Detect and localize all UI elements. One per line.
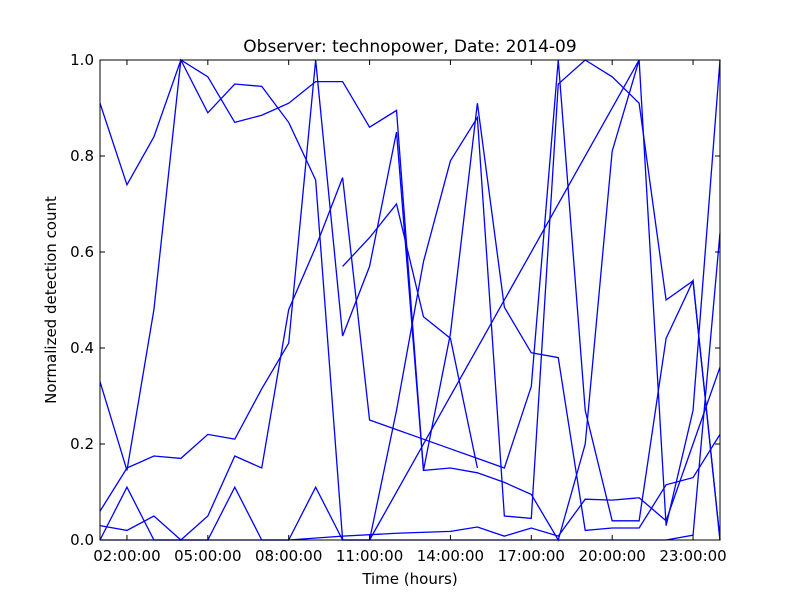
x-tick-label: 02:00:00	[93, 547, 160, 565]
x-tick-label: 05:00:00	[174, 547, 241, 565]
y-tick-label: 0.8	[70, 147, 94, 165]
y-tick-label: 0.2	[70, 435, 94, 453]
y-axis: 0.0 0.2 0.4 0.6 0.8 1.0	[70, 51, 720, 549]
x-tick-label: 08:00:00	[255, 547, 322, 565]
x-axis-label: Time (hours)	[361, 570, 457, 588]
x-tick-label: 20:00:00	[578, 547, 645, 565]
series-line-1	[99, 58, 721, 541]
y-tick-label: 0.0	[70, 531, 94, 549]
x-tick-label: 11:00:00	[336, 547, 403, 565]
y-tick-label: 1.0	[70, 51, 94, 69]
series-line-6	[100, 366, 721, 541]
y-tick-label: 0.6	[70, 243, 94, 261]
x-tick-label: 23:00:00	[659, 547, 726, 565]
series-line-2	[99, 59, 721, 532]
chart-title: Observer: technopower, Date: 2014-09	[243, 37, 576, 57]
y-tick-label: 0.4	[70, 339, 94, 357]
series-line-3	[99, 58, 721, 542]
y-axis-label: Normalized detection count	[42, 196, 60, 404]
series-line-8	[369, 59, 640, 541]
series-line-4	[99, 59, 721, 541]
series-line-7	[342, 202, 479, 469]
x-tick-label: 17:00:00	[498, 547, 565, 565]
x-axis: 02:00:00 05:00:00 08:00:00 11:00:00 14:00:00…	[93, 60, 727, 565]
x-tick-label: 14:00:00	[417, 547, 484, 565]
plot-frame	[99, 59, 721, 541]
